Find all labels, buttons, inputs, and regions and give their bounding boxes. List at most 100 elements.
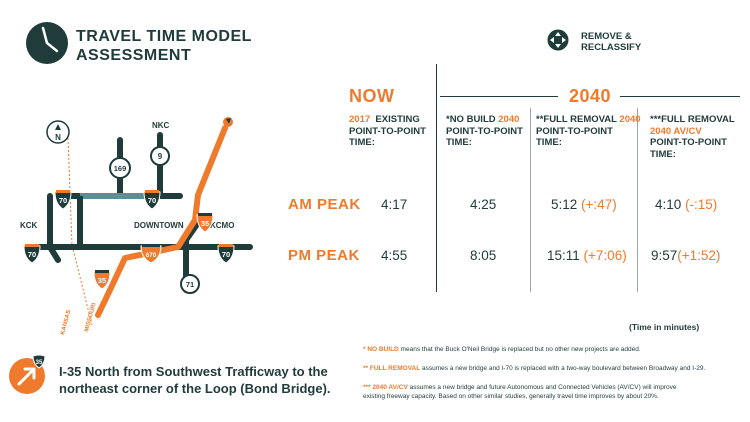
col4-year: 2040 AV/CV [650,125,702,137]
footnote-no-build: * NO BUILD means that the Buck O'Neil Br… [363,345,641,354]
label-kansas: KANSAS [60,309,72,335]
i70-shield-kck: 70 [23,244,41,264]
am-full-removal-value: 5:12 [551,197,578,212]
svg-text:35: 35 [201,219,209,228]
pm-no-build: 8:05 [470,248,497,263]
am-existing: 4:17 [381,197,408,212]
remove-label-line-1: REMOVE & [581,31,632,42]
route-map: N NKC KCK KCMO DOWNTOWN KANSAS MISSOURI … [20,117,253,336]
future-header: 2040 [569,86,612,106]
title-line-2: ASSESSMENT [76,47,192,64]
col4-line3: TIME: [650,148,676,160]
footnote-avcv: *** 2040 AV/CV assumes a new bridge and … [363,383,677,401]
label-kcmo: KCMO [210,221,234,230]
divider-2 [530,108,531,292]
pm-avcv: 9:57(+1:52) [651,248,720,263]
pm-avcv-value: 9:57 [651,248,678,263]
divider-3 [637,108,638,292]
label-missouri: MISSOURI [84,302,98,333]
col3-prefix: **FULL REMOVAL [536,114,617,125]
i70-shield-kcmo: 70 [217,244,235,264]
svg-text:169: 169 [114,164,127,173]
remove-reclassify-label: REMOVE & RECLASSIFY [581,31,641,53]
i35-shield-south: 35 [93,270,111,290]
pm-full-removal-delta: (+7:06) [583,248,627,263]
route-badge-number: 35 [36,360,43,366]
now-header: NOW [349,86,395,106]
i670-shield: 670 [140,244,162,264]
future-line-left [440,96,558,97]
column-header-avcv: ***FULL REMOVAL 2040 AV/CV POINT-TO-POIN… [650,114,735,160]
title-line-1: TRAVEL TIME MODEL [76,28,252,45]
route-line-1: I-35 North from Southwest Trafficway to … [59,364,328,379]
col2-line2: POINT-TO-POINT [446,125,523,137]
col3-line2: POINT-TO-POINT [536,125,613,137]
col1-year: 2017 [349,114,371,125]
i35-shield-north: 35 [196,213,214,233]
svg-text:70: 70 [148,196,156,205]
col1-line1: EXISTING [375,114,420,125]
pm-full-removal: 15:11 (+7:06) [547,248,627,263]
svg-text:70: 70 [222,250,230,259]
svg-text:35: 35 [98,276,106,285]
footnote-full-removal: ** FULL REMOVAL assumes a new bridge and… [363,364,705,373]
column-header-existing: 2017 EXISTING POINT-TO-POINT TIME: [349,114,426,149]
col3-year: 2040 [619,114,641,125]
arrows-icon [547,29,569,51]
north-arrow: N [46,120,70,144]
us169-shield: 169 [109,157,131,179]
svg-text:670: 670 [146,252,157,259]
note1-text: means that the Buck O'Neil Bridge is rep… [398,346,641,353]
note3-continued: existing freeway capacity. Based on othe… [363,393,659,400]
am-avcv-delta: (-:15) [685,197,718,212]
remove-label-line-2: RECLASSIFY [581,42,642,53]
svg-text:9: 9 [158,152,163,161]
note3-key: *** 2040 AV/CV [363,384,408,391]
row-label-am: AM PEAK [288,196,361,213]
am-full-removal: 5:12 (+:47) [551,197,617,212]
am-avcv-value: 4:10 [655,197,682,212]
col3-line3: TIME: [536,137,562,148]
svg-text:70: 70 [59,196,67,205]
note1-key: * NO BUILD [363,346,399,353]
divider-1 [436,64,437,292]
us71-shield: 71 [180,274,200,294]
label-downtown: DOWNTOWN [134,221,184,230]
route-description: I-35 North from Southwest Trafficway to … [59,363,331,397]
i70-shield-west: 70 [54,190,72,210]
col4-prefix: ***FULL REMOVAL [650,114,735,125]
pm-avcv-delta: (+1:52) [677,248,721,263]
col1-line3: TIME: [349,137,375,148]
clock-icon [26,22,68,64]
row-label-pm: PM PEAK [288,247,360,264]
note3-text: assumes a new bridge and future Autonomo… [407,384,677,391]
pm-existing: 4:55 [381,248,408,263]
route-i35 [95,125,228,318]
note2-key: ** FULL REMOVAL [363,365,421,372]
col2-prefix: *NO BUILD [446,114,496,125]
col2-line3: TIME: [446,137,472,148]
am-avcv: 4:10 (-:15) [655,197,717,212]
col2-year: 2040 [498,114,520,125]
page-title: TRAVEL TIME MODEL ASSESSMENT [76,27,252,65]
label-kck: KCK [20,221,38,230]
north-label: N [55,133,61,142]
future-line-right [620,96,740,97]
i70-shield-downtown: 70 [143,190,161,210]
pm-full-removal-value: 15:11 [547,248,580,263]
am-full-removal-delta: (+:47) [581,197,617,212]
note2-text: assumes a new bridge and I-70 is replace… [420,365,706,372]
route-arrow-icon [9,358,45,394]
svg-text:71: 71 [186,280,194,289]
units-note: (Time in minutes) [629,322,700,332]
route9-shield: 9 [150,146,170,166]
col1-line2: POINT-TO-POINT [349,125,426,137]
am-no-build: 4:25 [470,197,497,212]
col4-line2: POINT-TO-POINT [650,137,727,148]
column-header-full-removal: **FULL REMOVAL 2040 POINT-TO-POINT TIME: [536,114,641,149]
label-nkc: NKC [152,121,170,130]
column-header-no-build: *NO BUILD 2040 POINT-TO-POINT TIME: [446,114,523,149]
interstate-35-badge: 35 [32,354,46,369]
svg-text:70: 70 [28,250,36,259]
route-line-2: northeast corner of the Loop (Bond Bridg… [59,381,331,396]
